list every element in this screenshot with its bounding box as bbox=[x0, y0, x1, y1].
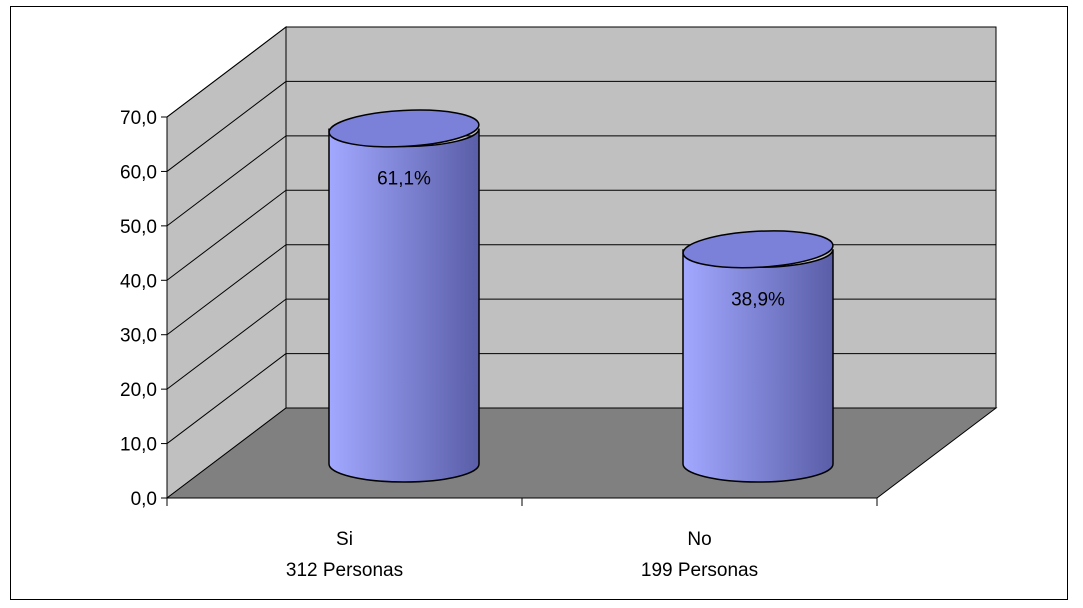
data-label: 38,9% bbox=[731, 289, 785, 310]
y-tick-label: 10,0 bbox=[120, 435, 157, 456]
bars bbox=[328, 109, 834, 483]
y-tick-label: 70,0 bbox=[120, 108, 157, 129]
x-category-label: Si bbox=[336, 529, 353, 550]
chart-walls bbox=[165, 25, 998, 500]
y-tick-label: 30,0 bbox=[120, 326, 157, 347]
bar-top bbox=[328, 109, 480, 148]
x-axis: Si 312 Personas No 199 Personas bbox=[166, 497, 878, 581]
side-gridline bbox=[166, 26, 287, 118]
y-axis: 0,0 10,0 20,0 30,0 40,0 50,0 60,0 70,0 bbox=[120, 108, 168, 510]
y-tick-label: 20,0 bbox=[120, 380, 157, 401]
side-gridline bbox=[166, 135, 287, 227]
x-category-sublabel: 199 Personas bbox=[641, 560, 758, 581]
bar-body bbox=[682, 249, 834, 483]
side-gridline bbox=[166, 244, 287, 336]
side-gridline bbox=[166, 81, 287, 172]
y-tick-label: 60,0 bbox=[120, 162, 157, 183]
side-gridline bbox=[166, 189, 287, 281]
data-label: 61,1% bbox=[377, 168, 431, 189]
y-tick-label: 40,0 bbox=[120, 271, 157, 292]
x-category-label: No bbox=[687, 529, 711, 550]
bar-si bbox=[328, 109, 480, 483]
x-category-sublabel: 312 Personas bbox=[286, 560, 403, 581]
bar-no bbox=[682, 230, 834, 483]
y-tick-label: 50,0 bbox=[120, 217, 157, 238]
floor bbox=[165, 407, 998, 499]
side-gridline bbox=[166, 298, 287, 390]
bar-top bbox=[682, 230, 834, 269]
y-tick-label: 0,0 bbox=[131, 489, 157, 510]
data-labels: 61,1% 38,9% bbox=[377, 168, 785, 310]
side-gridline bbox=[166, 353, 287, 444]
